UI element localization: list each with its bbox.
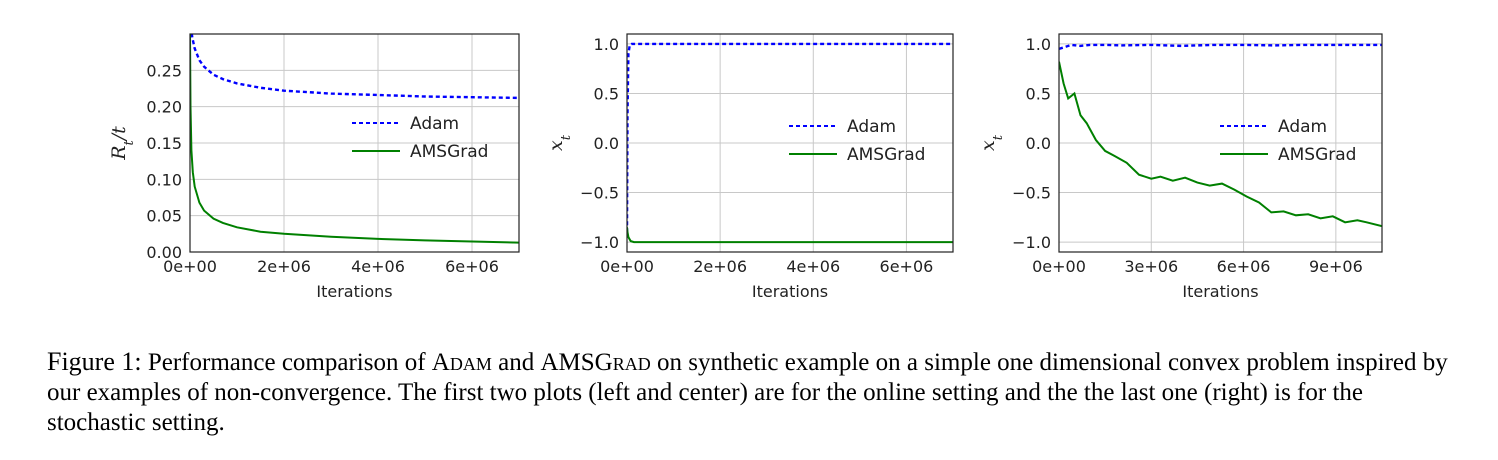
y-tick-label: 0.25 [146, 61, 182, 80]
figure-caption: Figure 1: Performance comparison of Adam… [47, 347, 1452, 438]
x-axis-label: Iterations [752, 282, 828, 301]
series-line-amsgrad [1059, 61, 1382, 228]
y-tick-label: −1.0 [1012, 233, 1051, 252]
legend-label-amsgrad: AMSGrad [847, 145, 925, 165]
x-axis-label: Iterations [1182, 282, 1258, 301]
legend-label-amsgrad: AMSGrad [410, 142, 488, 162]
caption-text-2: and [491, 349, 541, 376]
x-tick-label: 6e+06 [445, 257, 499, 276]
legend-label-adam: Adam [1278, 117, 1327, 137]
x-tick-label: 0e+00 [1032, 257, 1086, 276]
y-tick-label: 0.05 [146, 207, 182, 226]
y-tick-label: 0.0 [594, 134, 619, 153]
chart-panel-right: 0e+00 3e+06 6e+06 9e+06 −1.0 −0.5 0.0 0.5 1.0 Ite… [977, 33, 1383, 301]
x-axis-label: Iterations [316, 282, 392, 301]
y-axis-label: xt [977, 134, 1006, 151]
chart-panel-left: 0e+00 2e+06 4e+06 6e+06 0.00 0.05 0.10 0.15 0.20… [108, 33, 520, 301]
caption-adam: Adam [431, 349, 492, 376]
series-line-amsgrad [190, 34, 519, 244]
x-tick-label: 0e+00 [163, 257, 217, 276]
y-axis-label: Rt/t [108, 126, 137, 161]
x-tick-label: 4e+06 [351, 257, 405, 276]
y-tick-label: 0.15 [146, 134, 182, 153]
legend-label-adam: Adam [410, 114, 459, 134]
y-tick-label: −0.5 [1012, 184, 1051, 203]
x-tick-label: 6e+06 [880, 257, 934, 276]
caption-amsgrad: AMSGrad [540, 349, 651, 376]
figure-panels: 0e+00 2e+06 4e+06 6e+06 0.00 0.05 0.10 0.15 0.20… [108, 33, 1383, 301]
y-axis-label: xt [545, 134, 574, 151]
plot-frame [189, 33, 520, 253]
x-tick-label: 4e+06 [786, 257, 840, 276]
series-line-amsgrad [627, 227, 953, 244]
y-tick-label: 0.5 [1026, 84, 1051, 103]
x-tick-label: 3e+06 [1124, 257, 1178, 276]
x-tick-label: 2e+06 [693, 257, 747, 276]
caption-label: Figure 1: [47, 347, 142, 376]
caption-text-1: Performance comparison of [141, 349, 432, 376]
plot-frame [1058, 33, 1383, 253]
y-tick-label: 0.10 [146, 170, 182, 189]
y-tick-label: 0.00 [146, 243, 182, 262]
x-tick-label: 9e+06 [1309, 257, 1363, 276]
series-line-adam [627, 42, 953, 233]
x-tick-label: 0e+00 [600, 257, 654, 276]
caption-text-3: on synthetic example on a simple one dim… [47, 349, 1448, 436]
series-line-adam [190, 34, 519, 100]
y-tick-label: −0.5 [580, 184, 619, 203]
x-tick-label: 6e+06 [1217, 257, 1271, 276]
series-line-adam [1059, 43, 1382, 51]
legend-label-adam: Adam [847, 117, 896, 137]
plot-frame [626, 33, 954, 253]
y-tick-label: 1.0 [1026, 35, 1051, 54]
chart-panel-center: 0e+00 2e+06 4e+06 6e+06 −1.0 −0.5 0.0 0.5 1.0 Ite… [545, 33, 954, 301]
y-tick-label: 0.20 [146, 98, 182, 117]
y-tick-label: 0.5 [594, 84, 619, 103]
x-tick-label: 2e+06 [257, 257, 311, 276]
legend-label-amsgrad: AMSGrad [1278, 145, 1356, 165]
y-tick-label: 1.0 [594, 35, 619, 54]
y-tick-label: −1.0 [580, 233, 619, 252]
y-tick-label: 0.0 [1026, 134, 1051, 153]
